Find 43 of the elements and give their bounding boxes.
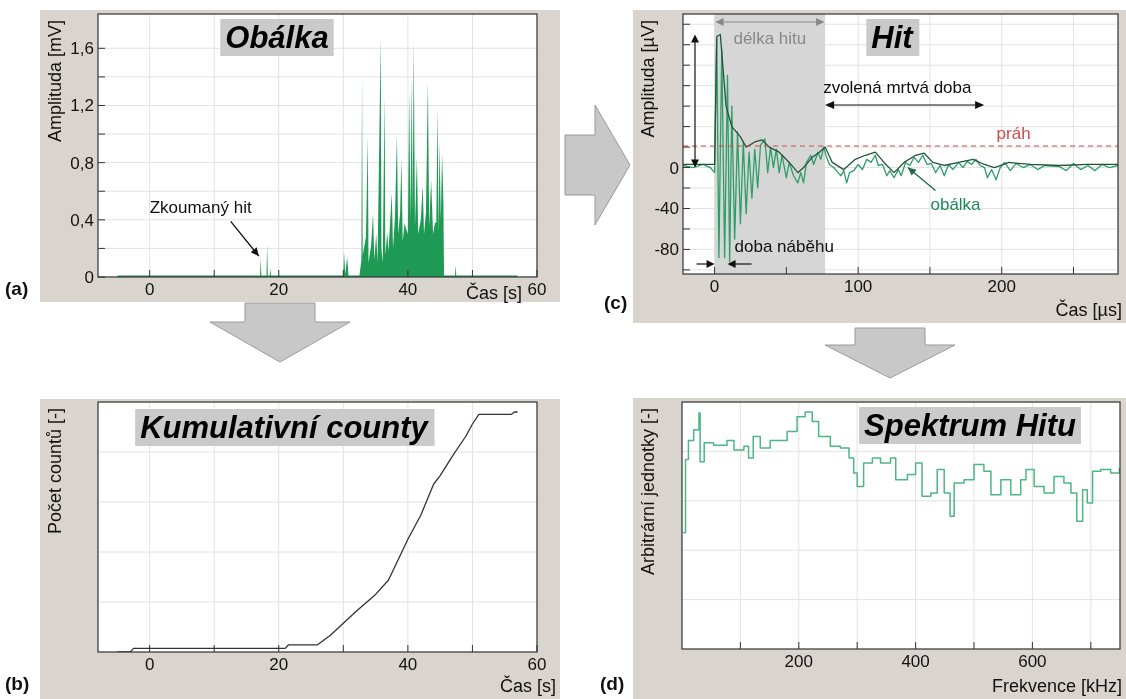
- ref-line-label: práh: [996, 124, 1031, 144]
- text: (b): [5, 673, 30, 694]
- x-axis-title: Čas [s]: [499, 675, 556, 696]
- x-axis-title: Čas [µs]: [1055, 299, 1122, 320]
- y-tick-label: -80: [654, 240, 679, 260]
- y-tick-label: 0,8: [70, 153, 94, 173]
- band-label: délka hitu: [733, 29, 807, 48]
- annotation: Zkoumaný hit: [149, 198, 252, 218]
- x-tick-label: 20: [269, 655, 289, 674]
- x-tick-label: 60: [527, 655, 547, 674]
- x-tick-label: 20: [269, 280, 289, 299]
- chart-title: Hit: [871, 20, 915, 55]
- text: (c): [604, 292, 628, 313]
- x-axis-title: Frekvence [kHz]: [991, 676, 1122, 696]
- x-tick-label: 60: [527, 280, 547, 299]
- x-tick-label: 0: [144, 655, 155, 674]
- x-tick-label: 40: [398, 655, 418, 674]
- x-tick-label: 200: [784, 652, 813, 671]
- chart-title: Obálka: [225, 20, 329, 55]
- annotation: doba náběhu: [734, 237, 834, 256]
- x-tick-label: 600: [1018, 652, 1047, 671]
- y-axis-title: Počet countů [-]: [45, 408, 65, 535]
- text: (d): [600, 673, 625, 694]
- text: (a): [5, 278, 29, 299]
- y-axis-title: Amplituda [µV]: [638, 20, 658, 138]
- y-tick-label: 0,4: [70, 210, 94, 230]
- x-axis-title: Čas [s]: [465, 282, 522, 303]
- x-tick-label: 100: [843, 277, 873, 296]
- annotation: zvolená mrtvá doba: [823, 78, 973, 97]
- y-tick-label: 0: [669, 158, 679, 178]
- x-tick-label: 0: [144, 280, 155, 299]
- y-tick-label: 1,2: [70, 96, 94, 116]
- chart-title: Kumulativní county: [140, 410, 430, 445]
- x-tick-label: 400: [901, 652, 930, 671]
- x-tick-label: 40: [398, 280, 418, 299]
- y-tick-label: -40: [654, 199, 679, 219]
- y-tick-label: 1,6: [70, 39, 94, 59]
- annotation: obálka: [930, 195, 982, 215]
- chart-title: Spektrum Hitu: [864, 408, 1076, 443]
- x-tick-label: 0: [709, 277, 720, 296]
- y-axis-title: Amplituda [mV]: [45, 20, 65, 143]
- y-axis-title: Arbitrární jednotky [-]: [638, 408, 658, 576]
- x-tick-label: 200: [987, 277, 1016, 296]
